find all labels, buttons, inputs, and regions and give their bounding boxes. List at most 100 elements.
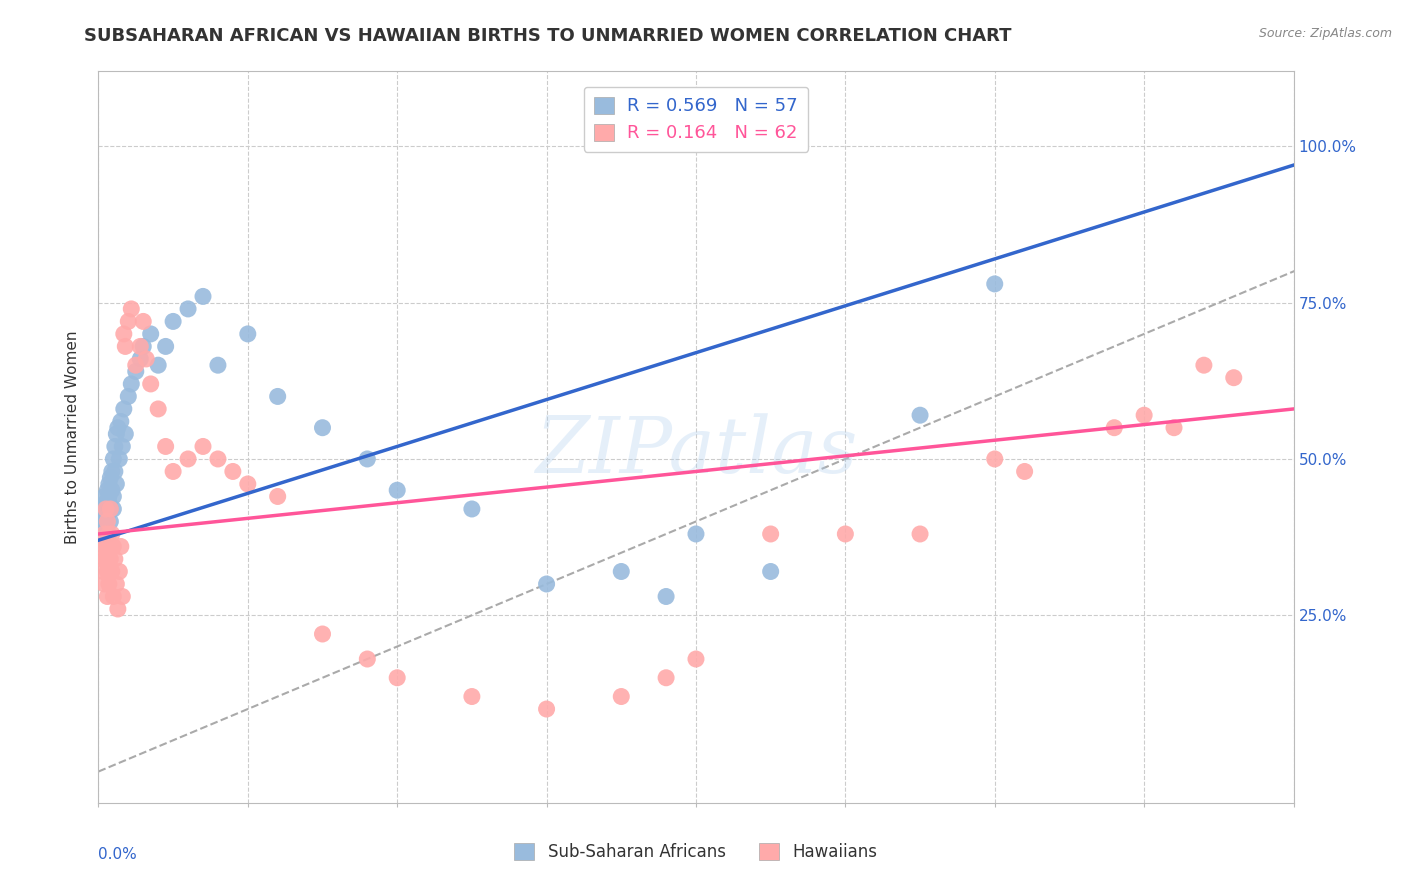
Point: [94, 527, 117, 541]
Point: [1223, 370, 1246, 384]
Point: [104, 440, 127, 454]
Point: [107, 420, 129, 434]
Point: [94, 540, 117, 554]
Point: [96, 590, 118, 604]
Point: [1133, 408, 1156, 422]
Point: [94, 496, 117, 510]
Point: [1192, 358, 1215, 372]
Point: [97, 496, 120, 510]
Point: [222, 465, 245, 479]
Point: [685, 652, 707, 666]
Point: [91, 565, 114, 579]
Point: [96, 527, 118, 541]
Point: [108, 452, 131, 467]
Point: [103, 490, 125, 504]
Point: [311, 627, 333, 641]
Point: [114, 339, 136, 353]
Point: [120, 301, 142, 316]
Point: [139, 326, 162, 341]
Text: SUBSAHARAN AFRICAN VS HAWAIIAN BIRTHS TO UNMARRIED WOMEN CORRELATION CHART: SUBSAHARAN AFRICAN VS HAWAIIAN BIRTHS TO…: [84, 27, 1012, 45]
Point: [610, 565, 633, 579]
Point: [132, 339, 155, 353]
Point: [207, 358, 229, 372]
Point: [112, 401, 135, 416]
Point: [191, 440, 214, 454]
Point: [148, 358, 170, 372]
Point: [191, 289, 214, 303]
Point: [97, 527, 120, 541]
Point: [311, 420, 333, 434]
Point: [103, 540, 125, 554]
Point: [117, 314, 139, 328]
Point: [112, 326, 135, 341]
Point: [90, 540, 112, 554]
Text: 0.0%: 0.0%: [98, 847, 138, 862]
Point: [97, 490, 120, 504]
Point: [90, 502, 112, 516]
Point: [98, 502, 122, 516]
Point: [177, 452, 200, 467]
Point: [98, 515, 122, 529]
Point: [108, 565, 131, 579]
Point: [96, 565, 118, 579]
Point: [139, 376, 162, 391]
Point: [162, 314, 184, 328]
Point: [98, 502, 122, 516]
Point: [101, 483, 124, 498]
Point: [132, 314, 155, 328]
Point: [104, 465, 127, 479]
Point: [1163, 420, 1185, 434]
Point: [155, 339, 177, 353]
Point: [759, 527, 782, 541]
Text: ZIPatlas: ZIPatlas: [534, 414, 858, 490]
Point: [1014, 465, 1036, 479]
Point: [91, 527, 114, 541]
Point: [103, 590, 125, 604]
Point: [94, 552, 117, 566]
Point: [103, 502, 125, 516]
Point: [114, 426, 136, 441]
Point: [97, 477, 120, 491]
Point: [93, 502, 115, 516]
Point: [104, 552, 127, 566]
Point: [984, 277, 1007, 291]
Point: [111, 440, 134, 454]
Point: [908, 527, 931, 541]
Text: Source: ZipAtlas.com: Source: ZipAtlas.com: [1258, 27, 1392, 40]
Point: [98, 552, 122, 566]
Point: [135, 351, 157, 366]
Point: [148, 401, 170, 416]
Point: [93, 527, 115, 541]
Point: [129, 351, 152, 366]
Point: [385, 483, 409, 498]
Point: [461, 690, 484, 704]
Point: [110, 540, 132, 554]
Point: [536, 577, 558, 591]
Point: [236, 326, 259, 341]
Point: [125, 364, 148, 378]
Point: [93, 577, 115, 591]
Point: [93, 490, 115, 504]
Point: [610, 690, 633, 704]
Point: [984, 452, 1007, 467]
Point: [103, 452, 125, 467]
Point: [1104, 420, 1126, 434]
Point: [129, 339, 152, 353]
Point: [94, 502, 117, 516]
Point: [96, 515, 118, 529]
Point: [536, 702, 558, 716]
Point: [356, 652, 378, 666]
Point: [125, 358, 148, 372]
Point: [385, 671, 409, 685]
Point: [207, 452, 229, 467]
Point: [655, 671, 678, 685]
Point: [834, 527, 856, 541]
Point: [101, 465, 124, 479]
Point: [759, 565, 782, 579]
Point: [267, 389, 290, 403]
Point: [461, 502, 484, 516]
Point: [98, 471, 122, 485]
Point: [162, 465, 184, 479]
Point: [101, 565, 124, 579]
Point: [105, 426, 128, 441]
